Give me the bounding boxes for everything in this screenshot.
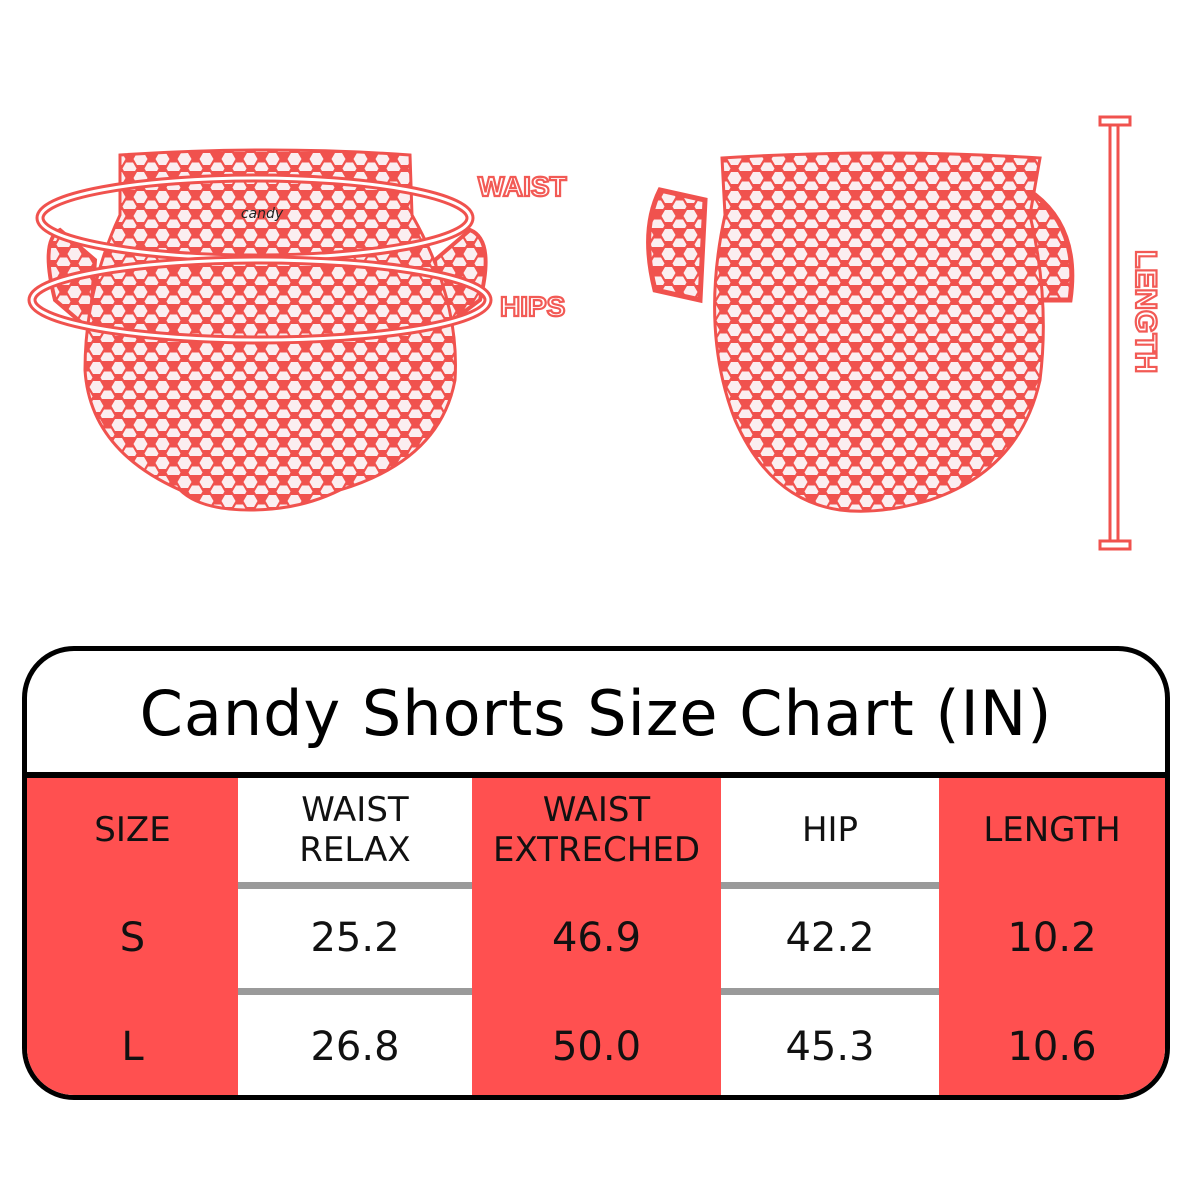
cell-length-s: 10.2: [1007, 915, 1097, 961]
row-separator: [238, 882, 472, 889]
waist-label: WAIST: [478, 171, 567, 202]
row-separator: [238, 988, 472, 995]
header-waist-extreched: WAIST EXTRECHED: [492, 790, 701, 870]
column-hip: HIP 42.2 45.3: [721, 778, 939, 1095]
length-ruler: LENGTH: [1098, 115, 1163, 551]
column-waist-extreched: WAIST EXTRECHED 46.9 50.0: [472, 778, 721, 1095]
shorts-back-view: [646, 151, 1075, 513]
cell-size-l: L: [121, 1024, 144, 1070]
brand-tag: candy: [241, 206, 284, 222]
column-waist-relax: WAIST RELAX 25.2 26.8: [238, 778, 472, 1095]
header-waist-relax: WAIST RELAX: [299, 790, 411, 870]
size-chart-table: Candy Shorts Size Chart (IN) SIZE S L WA…: [22, 646, 1170, 1100]
shorts-front-view: candy WAIST HIPS: [27, 148, 568, 512]
row-separator: [721, 988, 939, 995]
header-size: SIZE: [94, 810, 171, 850]
cell-waist-extreched-l: 50.0: [551, 1024, 642, 1070]
column-size: SIZE S L: [27, 778, 238, 1095]
cell-size-s: S: [119, 915, 146, 961]
size-chart-title: Candy Shorts Size Chart (IN): [139, 676, 1053, 750]
cell-length-l: 10.6: [1007, 1024, 1097, 1070]
header-hip: HIP: [801, 810, 859, 850]
row-separator: [721, 882, 939, 889]
length-label: LENGTH: [1129, 250, 1162, 373]
cell-waist-relax-s: 25.2: [310, 915, 400, 961]
hips-label: HIPS: [500, 291, 565, 322]
column-length: LENGTH 10.2 10.6: [939, 778, 1165, 1095]
garment-illustration: candy WAIST HIPS LENGTH: [27, 115, 1163, 551]
cell-hip-l: 45.3: [785, 1024, 875, 1070]
header-length: LENGTH: [983, 810, 1121, 850]
left-ruffle: [646, 187, 708, 304]
cell-waist-extreched-s: 46.9: [551, 915, 642, 961]
cell-hip-s: 42.2: [785, 915, 875, 961]
cell-waist-relax-l: 26.8: [310, 1024, 400, 1070]
title-divider: [27, 772, 1165, 778]
